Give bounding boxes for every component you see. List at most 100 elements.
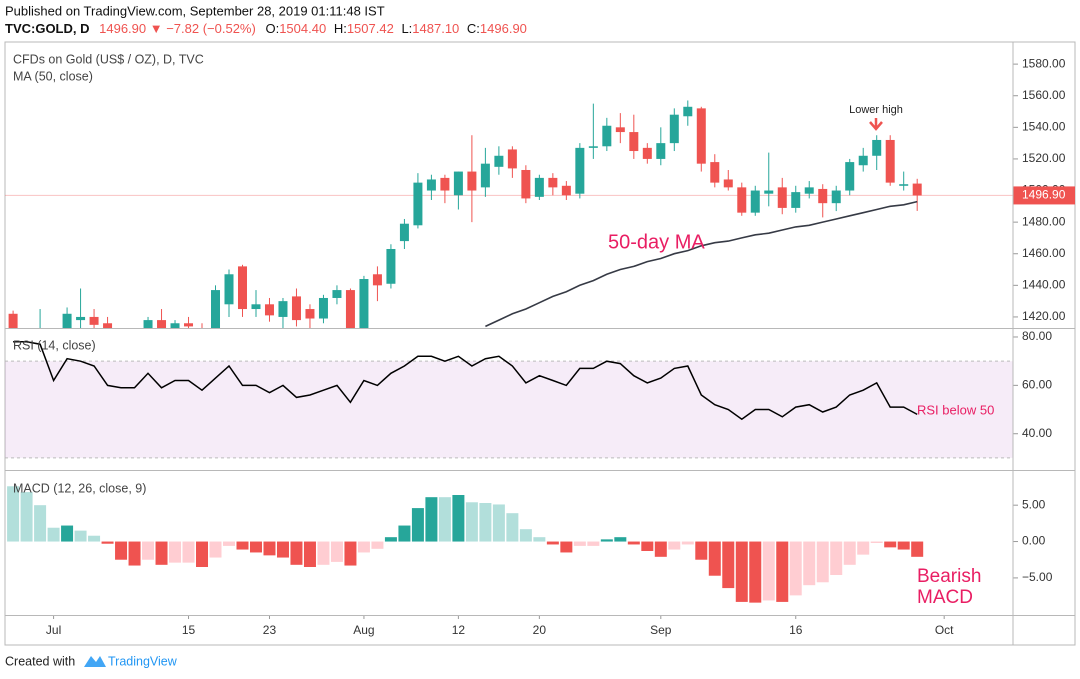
- price-pane: [5, 100, 1013, 353]
- candle-body: [737, 187, 747, 213]
- last-price-box: [1013, 186, 1075, 205]
- candle-body: [723, 179, 733, 188]
- y-tick-label: 1540.00: [1022, 119, 1066, 133]
- macd-pane-title: MACD (12, 26, close, 9): [13, 481, 146, 495]
- price-pane-title: CFDs on Gold (US$ / OZ), D, TVC: [13, 52, 204, 66]
- rsi-line: [13, 341, 918, 421]
- axes: 1420.001440.001460.001480.001500.001520.…: [46, 56, 1075, 637]
- candle-body: [426, 179, 436, 191]
- candle-body: [76, 316, 86, 321]
- macd-bar: [533, 537, 546, 542]
- macd-bar: [236, 541, 249, 550]
- candle-body: [575, 147, 585, 194]
- macd-bar: [722, 541, 735, 589]
- candle-body: [399, 223, 409, 242]
- macd-bar: [47, 527, 60, 542]
- candle-body: [345, 290, 355, 328]
- macd-bar: [34, 505, 47, 542]
- y-tick-label: 1460.00: [1022, 246, 1066, 260]
- rsi-pane: [13, 341, 918, 421]
- candle-body: [143, 320, 153, 328]
- footer-created: Created with: [5, 654, 75, 668]
- macd-bar: [155, 541, 168, 565]
- macd-bar: [357, 541, 370, 553]
- y-tick-label: 1420.00: [1022, 309, 1066, 323]
- candle-body: [683, 106, 693, 117]
- macd-bar: [465, 502, 478, 542]
- macd-bar: [128, 541, 141, 566]
- macd-bar: [249, 541, 262, 553]
- x-tick-label: Jul: [46, 623, 61, 637]
- price-change: 1496.90 ▼ −7.82 (−0.52%): [99, 21, 256, 36]
- macd-bar: [169, 541, 182, 563]
- rsi-band-layer: [5, 360, 1013, 459]
- macd-bar: [303, 541, 316, 567]
- candle-body: [8, 313, 18, 328]
- macd-bar: [870, 541, 883, 543]
- candle-body: [278, 301, 288, 317]
- candle-body: [845, 162, 855, 191]
- ohlc-key: O:: [265, 21, 279, 36]
- x-tick-label: 23: [263, 623, 277, 637]
- candle-body: [89, 316, 99, 325]
- ohlc-value: 1496.90: [480, 21, 527, 36]
- macd-bar: [519, 529, 532, 542]
- candle-body: [602, 125, 612, 147]
- candle-body: [669, 114, 679, 144]
- macd-bar: [749, 541, 762, 603]
- candle-body: [507, 149, 517, 169]
- annotation-macd: MACD: [917, 587, 973, 608]
- candle-body: [818, 188, 828, 204]
- macd-bar: [196, 541, 209, 567]
- macd-bar: [223, 541, 235, 546]
- candle-body: [534, 177, 544, 197]
- macd-bar: [614, 537, 627, 542]
- macd-bar: [573, 541, 586, 546]
- ohlc-key: C:: [467, 21, 480, 36]
- y-tick-label: 1480.00: [1022, 214, 1066, 228]
- macd-bar: [88, 535, 101, 542]
- macd-bar: [668, 541, 681, 550]
- x-tick-label: Oct: [935, 623, 954, 637]
- candle-body: [359, 279, 369, 328]
- candle-body: [750, 190, 760, 213]
- candle-body: [291, 296, 301, 321]
- candle-body: [710, 162, 720, 183]
- rsi-band: [5, 361, 1013, 458]
- y-tick-label: 0.00: [1022, 534, 1046, 548]
- macd-bar: [411, 508, 424, 542]
- x-tick-label: 15: [182, 623, 196, 637]
- macd-bar: [560, 541, 573, 553]
- candle-body: [777, 187, 787, 208]
- macd-bar: [897, 541, 910, 550]
- chart-frame: [4, 41, 1076, 646]
- candle-body: [912, 183, 922, 196]
- macd-bar: [209, 541, 222, 558]
- candle-body: [831, 190, 841, 204]
- candle-body: [130, 336, 139, 353]
- footer-brand[interactable]: TradingView: [108, 654, 178, 668]
- candle-body: [170, 323, 180, 328]
- annotation-macd: Bearish: [917, 566, 981, 587]
- macd-bar: [115, 541, 128, 560]
- candle-body: [764, 190, 774, 194]
- candle-body: [480, 163, 490, 188]
- macd-bar: [708, 541, 721, 576]
- candle-body: [332, 290, 342, 298]
- candle-body: [467, 171, 477, 191]
- y-tick-label: 1560.00: [1022, 88, 1066, 102]
- macd-bar: [263, 541, 276, 556]
- macd-bar: [641, 541, 654, 551]
- x-tick-label: 12: [452, 623, 466, 637]
- macd-bar: [384, 537, 397, 542]
- macd-bar: [330, 541, 343, 562]
- macd-bar: [276, 541, 289, 558]
- candle-body: [62, 313, 72, 328]
- candle-body: [885, 139, 895, 183]
- macd-bar: [479, 503, 492, 542]
- candle-body: [872, 139, 882, 156]
- macd-bar: [587, 541, 600, 546]
- ohlc-value: 1504.40: [279, 21, 326, 36]
- candle-body: [386, 248, 396, 284]
- macd-bar: [20, 492, 33, 542]
